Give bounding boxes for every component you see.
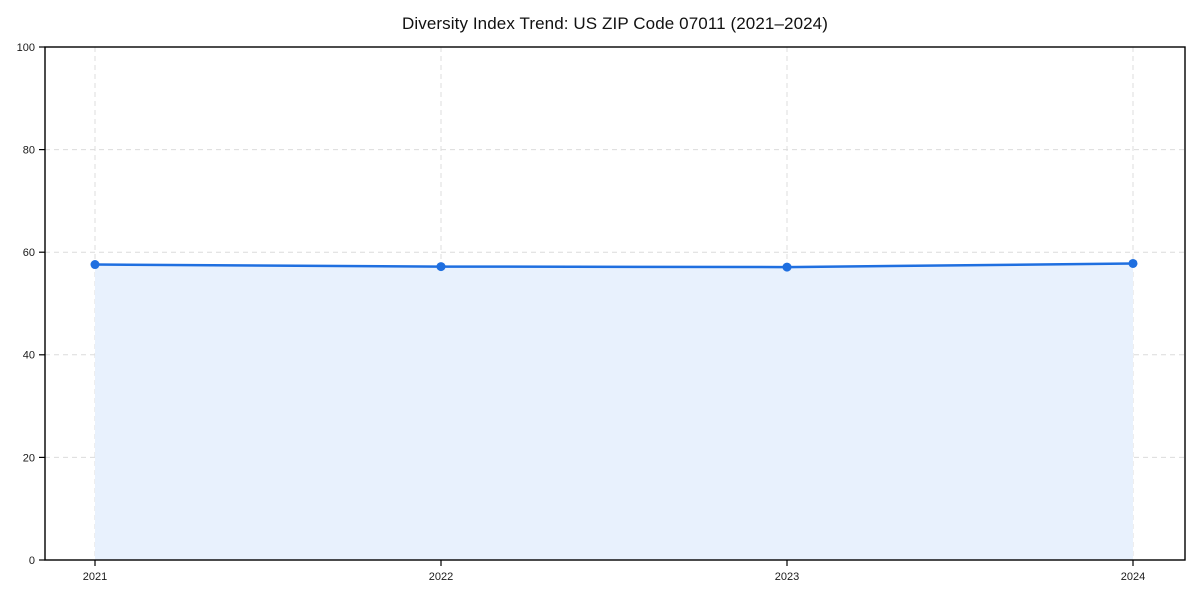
data-point (782, 262, 792, 272)
x-tick-label: 2022 (429, 571, 453, 583)
trend-line (93, 262, 1135, 269)
x-axis-ticks: 2021 2022 2023 2024 (83, 560, 1145, 583)
x-tick-label: 2021 (83, 571, 107, 583)
plot-border (44, 46, 1186, 561)
data-point (90, 260, 100, 270)
y-tick-label: 40 (23, 350, 35, 362)
data-points (90, 258, 1138, 272)
y-tick-label: 100 (17, 42, 35, 54)
y-tick-label: 0 (29, 555, 35, 567)
y-tick-label: 80 (23, 144, 35, 156)
y-tick-label: 20 (23, 452, 35, 464)
x-tick-label: 2024 (1121, 571, 1145, 583)
area-fill (95, 263, 1133, 560)
data-point (436, 262, 446, 272)
data-point (1128, 258, 1138, 268)
y-axis-ticks: 0 20 40 60 80 100 (17, 42, 45, 567)
x-tick-label: 2023 (775, 571, 799, 583)
chart-title: Diversity Index Trend: US ZIP Code 07011… (401, 14, 829, 33)
y-tick-label: 60 (23, 247, 35, 259)
